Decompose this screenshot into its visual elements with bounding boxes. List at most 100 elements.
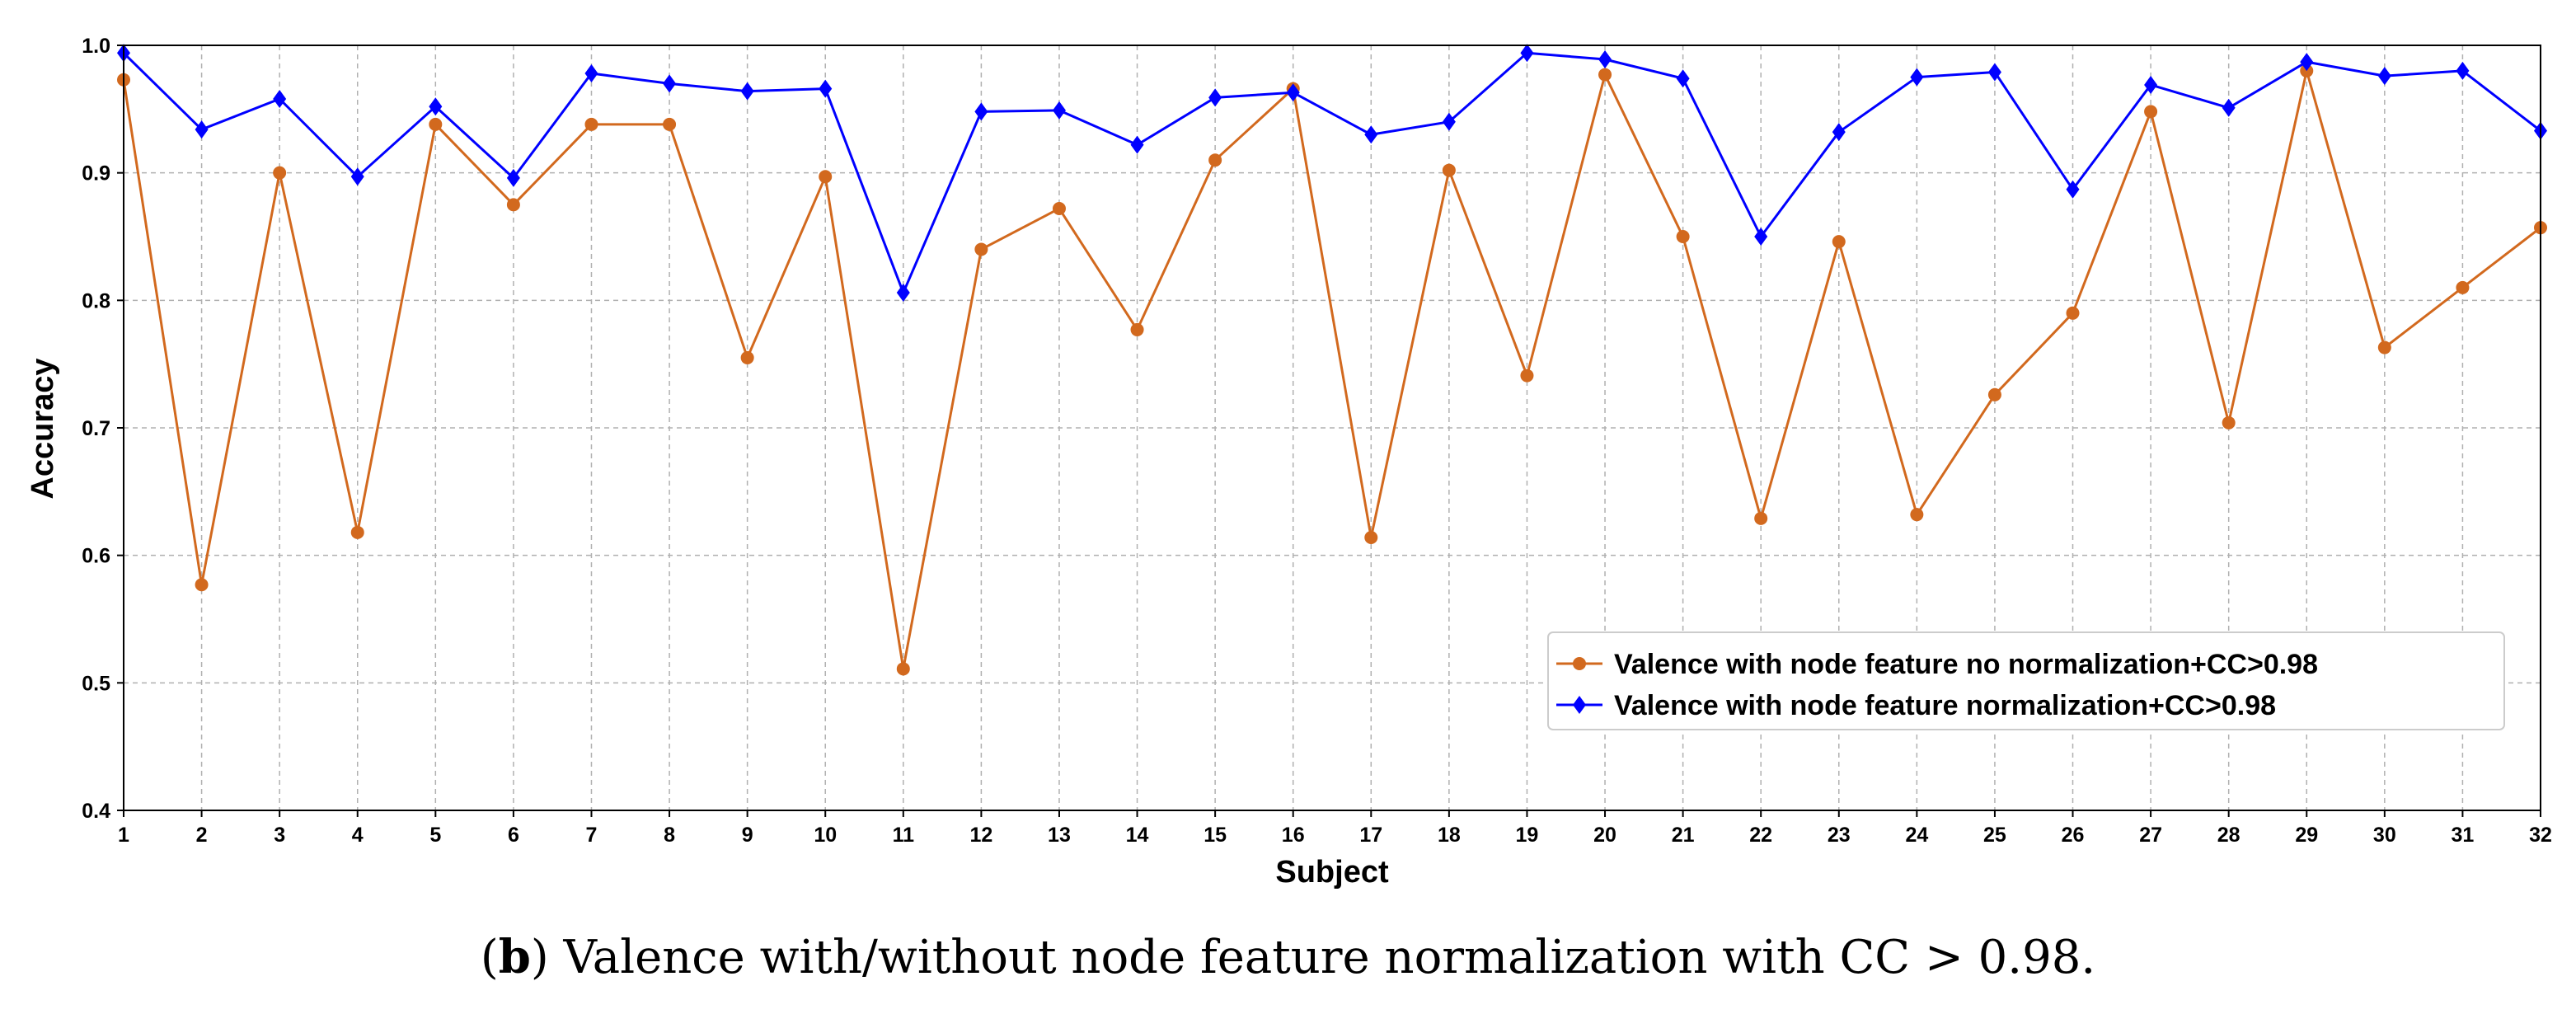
x-tick-label: 6 xyxy=(508,824,519,847)
data-point-normalization xyxy=(663,74,677,93)
x-tick-label: 12 xyxy=(969,824,992,847)
data-point-normalization xyxy=(584,64,598,83)
data-point-normalization xyxy=(1520,44,1534,63)
x-tick-label: 9 xyxy=(742,824,753,847)
data-point-no-normalization xyxy=(2144,105,2158,119)
caption-label: b xyxy=(498,930,531,984)
x-tick-label: 8 xyxy=(664,824,675,847)
data-point-normalization xyxy=(273,89,287,108)
x-tick-label: 25 xyxy=(1983,824,2006,847)
data-point-no-normalization xyxy=(429,117,443,131)
data-point-no-normalization xyxy=(1598,68,1612,82)
x-tick-label: 10 xyxy=(814,824,837,847)
data-point-no-normalization xyxy=(1208,153,1222,167)
data-point-normalization xyxy=(2300,53,2314,72)
x-tick-label: 16 xyxy=(1282,824,1305,847)
legend-label-no-normalization: Valence with node feature no normalizati… xyxy=(1614,649,2318,680)
data-point-normalization xyxy=(350,167,364,186)
data-point-normalization xyxy=(896,284,910,303)
y-tick-label: 0.8 xyxy=(82,289,110,312)
data-point-normalization xyxy=(2377,67,2391,86)
series-line-normalization xyxy=(122,51,2541,294)
x-tick-label: 20 xyxy=(1593,824,1616,847)
x-tick-label: 1 xyxy=(118,824,129,847)
series-lines xyxy=(122,51,2541,670)
data-point-normalization xyxy=(429,97,443,116)
data-point-no-normalization xyxy=(2222,415,2236,430)
data-point-no-normalization xyxy=(974,242,988,256)
data-point-normalization xyxy=(1052,101,1066,120)
y-tick-label: 0.5 xyxy=(82,672,110,695)
y-tick-label: 0.6 xyxy=(82,545,110,568)
figure-caption: (b) Valence with/without node feature no… xyxy=(480,930,2096,984)
data-point-normalization xyxy=(2456,61,2470,80)
x-tick-label: 2 xyxy=(196,824,208,847)
x-tick-label: 24 xyxy=(1905,824,1928,847)
legend[interactable]: Valence with node feature no normalizati… xyxy=(1547,631,2505,730)
data-point-no-normalization xyxy=(506,198,520,212)
data-point-no-normalization xyxy=(2377,340,2391,354)
x-tick-label: 13 xyxy=(1048,824,1071,847)
data-point-no-normalization xyxy=(1754,511,1768,525)
data-point-normalization xyxy=(1910,68,1924,87)
data-point-no-normalization xyxy=(584,117,598,131)
x-tick-label: 23 xyxy=(1828,824,1851,847)
data-point-no-normalization xyxy=(1130,322,1144,336)
data-point-no-normalization xyxy=(896,662,910,676)
caption-text: Valence with/without node feature normal… xyxy=(548,931,2096,984)
x-tick-label: 26 xyxy=(2062,824,2085,847)
x-tick-label: 29 xyxy=(2295,824,2318,847)
legend-marker-no-normalization xyxy=(1573,657,1586,670)
data-point-no-normalization xyxy=(1520,369,1534,383)
data-point-no-normalization xyxy=(1442,163,1456,177)
data-point-no-normalization xyxy=(663,117,677,131)
data-point-normalization xyxy=(2222,98,2236,117)
data-point-no-normalization xyxy=(1910,508,1924,522)
data-point-normalization xyxy=(1676,69,1690,88)
legend-label-normalization: Valence with node feature normalization+… xyxy=(1614,690,2276,721)
data-point-normalization xyxy=(506,168,520,187)
x-tick-label: 21 xyxy=(1672,824,1695,847)
y-tick-label: 0.7 xyxy=(82,417,110,440)
data-markers xyxy=(117,44,2547,676)
x-axis-ticks: 1 2 3 4 5 6 7 8 9 10 11 12 13 14 15 16 17 18 19 20 21 22 23 24 2… xyxy=(118,810,2552,847)
x-tick-label: 3 xyxy=(274,824,285,847)
data-point-no-normalization xyxy=(2456,280,2470,294)
x-tick-label: 28 xyxy=(2217,824,2241,847)
data-point-normalization xyxy=(819,79,833,98)
data-point-normalization xyxy=(1754,228,1768,246)
x-tick-label: 17 xyxy=(1359,824,1382,847)
data-point-normalization xyxy=(1832,123,1846,142)
data-point-normalization xyxy=(195,120,209,139)
data-point-no-normalization xyxy=(195,578,209,592)
x-tick-label: 22 xyxy=(1749,824,1772,847)
data-point-no-normalization xyxy=(350,525,364,539)
x-tick-label: 31 xyxy=(2452,824,2475,847)
x-tick-label: 19 xyxy=(1516,824,1539,847)
data-point-normalization xyxy=(1364,125,1378,144)
legend-marker-normalization xyxy=(1573,696,1586,714)
data-point-normalization xyxy=(2066,180,2080,199)
data-point-no-normalization xyxy=(1676,230,1690,243)
y-tick-label: 1.0 xyxy=(82,35,110,58)
data-point-normalization xyxy=(1987,63,2001,82)
y-axis-title: Accuracy xyxy=(26,358,60,499)
data-point-no-normalization xyxy=(740,350,754,364)
series-line-no-normalization xyxy=(122,69,2541,670)
data-point-normalization xyxy=(1208,88,1222,107)
data-point-normalization xyxy=(1598,50,1612,69)
x-tick-label: 18 xyxy=(1438,824,1461,847)
legend-box xyxy=(1547,631,2505,730)
y-tick-label: 0.4 xyxy=(82,800,110,823)
x-tick-label: 5 xyxy=(429,824,441,847)
x-tick-label: 27 xyxy=(2139,824,2162,847)
data-point-normalization xyxy=(1442,112,1456,131)
data-point-no-normalization xyxy=(1832,235,1846,249)
data-point-no-normalization xyxy=(2066,306,2080,320)
data-point-no-normalization xyxy=(1987,387,2001,401)
x-tick-label: 4 xyxy=(352,824,364,847)
data-point-no-normalization xyxy=(1364,531,1378,545)
data-point-normalization xyxy=(1130,135,1144,154)
data-point-no-normalization xyxy=(819,170,833,184)
